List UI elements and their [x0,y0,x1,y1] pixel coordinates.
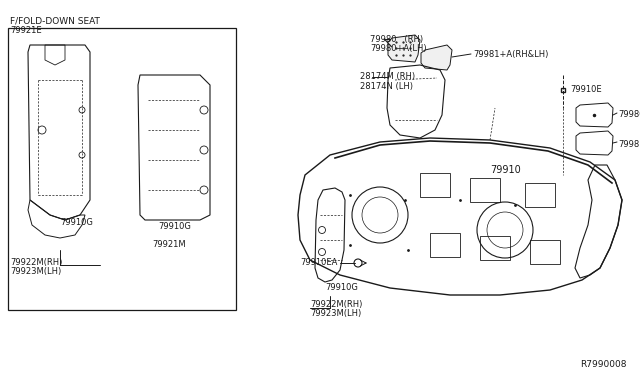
Text: 79910G: 79910G [60,218,93,227]
Bar [525,183,555,207]
Text: 79910EA: 79910EA [301,258,338,267]
Bar [420,173,450,197]
Text: 79980+A(LH): 79980+A(LH) [370,44,427,53]
Bar [480,236,510,260]
Bar [8,28,236,310]
Text: 79910G: 79910G [158,222,191,231]
Text: 79922M(RH): 79922M(RH) [310,300,362,309]
Bar [430,233,460,257]
Text: 79910: 79910 [490,165,521,175]
Text: 79910G: 79910G [325,283,358,292]
Text: 79980+B: 79980+B [618,110,640,119]
Text: 28174M (RH): 28174M (RH) [360,72,415,81]
Text: 79980   (RH): 79980 (RH) [370,35,423,44]
Text: R7990008: R7990008 [580,360,627,369]
Bar [470,178,500,202]
Text: F/FOLD-DOWN SEAT: F/FOLD-DOWN SEAT [10,16,100,25]
Polygon shape [388,35,420,62]
Text: 79981: 79981 [618,140,640,149]
Text: 79921M: 79921M [152,240,186,249]
Text: 79981+A(RH&LH): 79981+A(RH&LH) [473,50,548,59]
Text: 79923M(LH): 79923M(LH) [10,267,61,276]
Text: 79921E: 79921E [10,26,42,35]
Text: 28174N (LH): 28174N (LH) [360,82,413,91]
Polygon shape [421,45,452,70]
Bar [530,240,560,264]
Text: 79910E: 79910E [570,85,602,94]
Text: 79922M(RH): 79922M(RH) [10,258,62,267]
Text: 79923M(LH): 79923M(LH) [310,309,361,318]
